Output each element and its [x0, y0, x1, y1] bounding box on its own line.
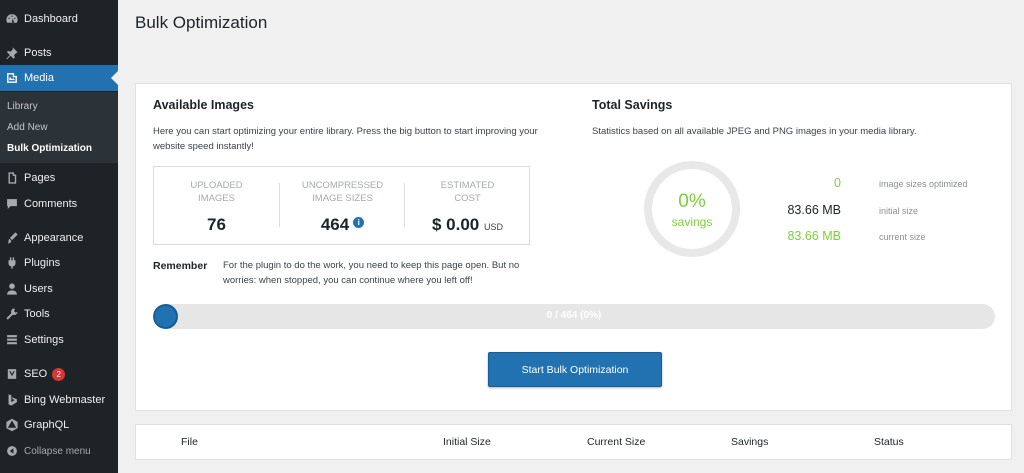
- sidebar-item-label: Appearance: [24, 232, 84, 244]
- stat-caption: UNCOMPRESSED IMAGE SIZES: [301, 180, 384, 204]
- available-images-description: Here you can start optimizing your entir…: [153, 126, 538, 152]
- users-icon: [0, 282, 24, 296]
- sidebar-item-label: GraphQL: [24, 419, 70, 431]
- savings-row-current: 83.66 MB current size: [756, 229, 1006, 247]
- sidebar-item-comments[interactable]: Comments: [0, 191, 118, 217]
- savings-desc: image sizes optimized: [879, 179, 968, 189]
- column-header-status[interactable]: Status: [874, 436, 904, 448]
- column-header-current-size[interactable]: Current Size: [587, 436, 646, 448]
- savings-desc: current size: [879, 232, 926, 242]
- stat-estimated-cost: ESTIMATED COST $ 0.00 USD: [405, 167, 530, 246]
- admin-sidebar: Dashboard Posts Media Library Add New Bu…: [0, 0, 118, 473]
- pin-icon: [0, 46, 24, 60]
- image-stats-box: UPLOADED IMAGES 76 UNCOMPRESSED IMAGE SIZE…: [153, 166, 530, 245]
- savings-value: 83.66 MB: [787, 203, 841, 217]
- stat-caption: ESTIMATED COST: [440, 180, 495, 204]
- stat-caption: UPLOADED IMAGES: [190, 180, 243, 204]
- sidebar-item-collapse-menu[interactable]: Collapse menu: [0, 438, 118, 464]
- sidebar-item-label: SEO: [24, 368, 48, 380]
- sidebar-item-appearance[interactable]: Appearance: [0, 225, 118, 251]
- stat-value: 464 i: [280, 215, 405, 235]
- yoast-icon: [0, 367, 24, 381]
- graphql-icon: [0, 418, 24, 432]
- submenu-item-add-new[interactable]: Add New: [7, 122, 48, 133]
- stat-value: $ 0.00 USD: [431, 215, 503, 234]
- sidebar-item-pages[interactable]: Pages: [0, 165, 118, 191]
- sidebar-item-dashboard[interactable]: Dashboard: [0, 6, 118, 32]
- sidebar-item-label: Comments: [24, 198, 78, 210]
- sidebar-item-media[interactable]: Media: [0, 65, 118, 91]
- plugin-icon: [0, 256, 24, 270]
- progress-fill: [153, 304, 178, 329]
- divider: [404, 183, 405, 227]
- sidebar-item-bing-webmaster[interactable]: Bing Webmaster: [0, 387, 118, 413]
- sidebar-item-label: Collapse menu: [24, 445, 91, 457]
- savings-ring: 0% savings: [644, 161, 740, 257]
- column-header-file[interactable]: File: [181, 436, 198, 448]
- savings-desc: initial size: [879, 206, 919, 216]
- brush-icon: [0, 231, 24, 245]
- savings-row-optimized: 0 image sizes optimized: [756, 176, 1006, 194]
- bing-icon: [0, 393, 24, 407]
- total-savings-description: Statistics based on all available JPEG a…: [592, 126, 917, 137]
- sidebar-item-label: Tools: [24, 308, 50, 320]
- sidebar-item-label: Dashboard: [24, 13, 78, 25]
- savings-value: 0: [834, 176, 841, 190]
- stat-value: 76: [207, 215, 226, 234]
- start-bulk-optimization-button[interactable]: Start Bulk Optimization: [488, 352, 662, 387]
- sidebar-item-label: Pages: [24, 172, 56, 184]
- dashboard-icon: [0, 12, 24, 26]
- sidebar-item-posts[interactable]: Posts: [0, 40, 118, 66]
- media-submenu: Library Add New Bulk Optimization: [0, 92, 118, 163]
- wrench-icon: [0, 307, 24, 321]
- column-header-savings[interactable]: Savings: [731, 436, 769, 448]
- savings-value: 83.66 MB: [787, 229, 841, 243]
- sidebar-item-label: Users: [24, 283, 53, 295]
- sidebar-item-tools[interactable]: Tools: [0, 301, 118, 327]
- divider: [279, 183, 280, 227]
- column-header-initial-size[interactable]: Initial Size: [443, 436, 491, 448]
- media-icon: [0, 71, 24, 85]
- bulk-optimization-panel: Available Images Here you can start opti…: [135, 83, 1012, 411]
- sidebar-item-label: Settings: [24, 334, 64, 346]
- savings-label: savings: [671, 215, 713, 229]
- savings-row-initial: 83.66 MB initial size: [756, 203, 1006, 221]
- sidebar-item-settings[interactable]: Settings: [0, 327, 118, 353]
- sidebar-item-seo[interactable]: SEO 2: [0, 361, 118, 387]
- results-table-header: File Initial Size Current Size Savings S…: [135, 424, 1012, 460]
- sidebar-item-label: Media: [24, 72, 54, 84]
- available-images-heading: Available Images: [153, 98, 254, 112]
- info-icon[interactable]: i: [353, 217, 365, 228]
- remember-text: For the plugin to do the work, you need …: [223, 260, 520, 286]
- sidebar-item-plugins[interactable]: Plugins: [0, 250, 118, 276]
- submenu-item-bulk-optimization[interactable]: Bulk Optimization: [7, 143, 92, 154]
- page-title: Bulk Optimization: [135, 13, 268, 32]
- sidebar-item-label: Posts: [24, 47, 52, 59]
- progress-text: 0 / 464 (0%): [546, 310, 602, 321]
- submenu-item-library[interactable]: Library: [7, 101, 38, 112]
- total-savings-heading: Total Savings: [592, 98, 673, 112]
- savings-percent: 0%: [678, 191, 706, 212]
- comments-icon: [0, 197, 24, 211]
- collapse-icon: [0, 444, 24, 458]
- currency-unit: USD: [483, 222, 503, 232]
- remember-label: Remember: [153, 260, 208, 272]
- sidebar-item-label: Bing Webmaster: [24, 394, 106, 406]
- stat-uploaded-images: UPLOADED IMAGES 76: [154, 167, 279, 246]
- notification-badge: 2: [52, 367, 66, 381]
- sidebar-item-users[interactable]: Users: [0, 276, 118, 302]
- pages-icon: [0, 171, 24, 185]
- sidebar-item-graphql[interactable]: GraphQL: [0, 412, 118, 438]
- settings-icon: [0, 333, 24, 347]
- optimization-progress-bar: 0 / 464 (0%): [153, 304, 995, 329]
- stat-uncompressed-sizes: UNCOMPRESSED IMAGE SIZES 464 i: [280, 167, 405, 246]
- sidebar-item-label: Plugins: [24, 257, 61, 269]
